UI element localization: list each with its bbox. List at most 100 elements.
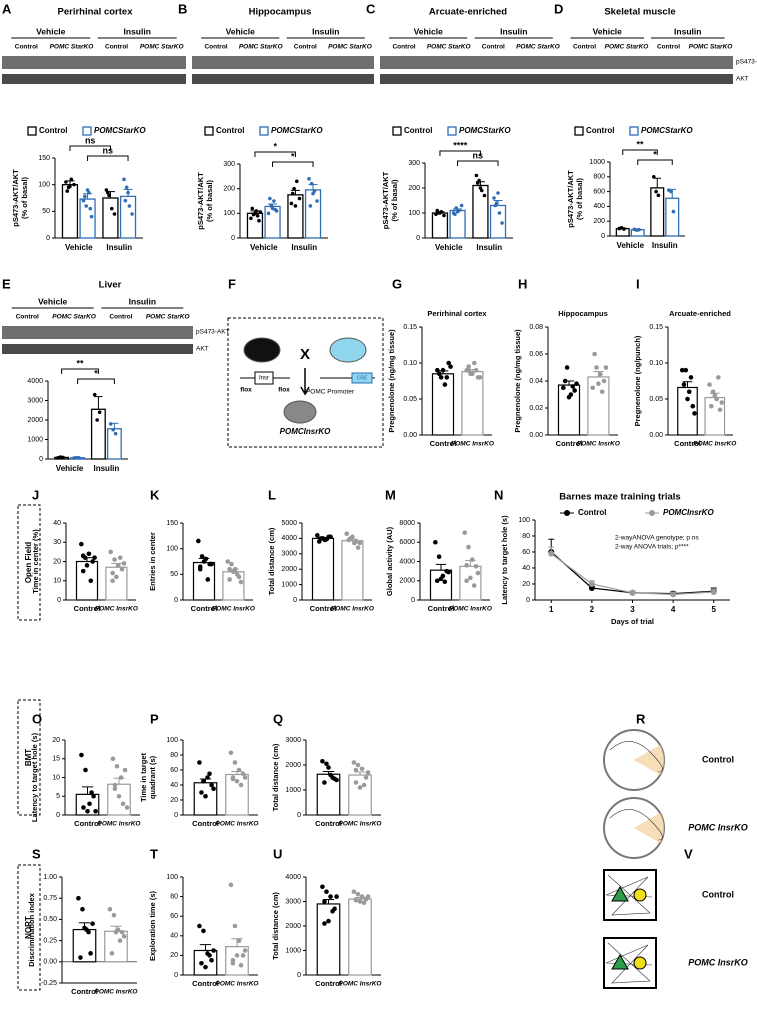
y-tick-label: 0: [46, 235, 50, 242]
blot-band: [562, 74, 733, 84]
data-point: [478, 186, 483, 190]
bar: [557, 384, 581, 436]
data-point: [328, 894, 333, 899]
y-tick-label: 400: [593, 203, 605, 210]
blot-band: [380, 74, 562, 84]
panel-letter: G: [392, 276, 402, 291]
y-axis-label: Pregnenolone (ng/punch): [633, 335, 642, 426]
data-point: [124, 805, 130, 810]
bar: [449, 209, 466, 239]
data-point: [121, 561, 127, 566]
panel-letter: D: [554, 1, 563, 16]
data-point: [272, 199, 276, 203]
x-tick-label: Vehicle: [616, 241, 644, 250]
panel-letter: M: [385, 487, 396, 502]
significance-bracket: [61, 368, 99, 374]
blot-band: [2, 74, 186, 84]
data-point: [201, 559, 207, 564]
band-label: AKT: [196, 346, 209, 353]
y-tick-label: 3000: [285, 737, 301, 744]
data-point: [622, 227, 626, 231]
x-tick-label: POMC InsrKO: [693, 441, 736, 448]
gene-box: [254, 371, 274, 385]
significance-label: *: [653, 149, 657, 159]
data-point: [714, 396, 719, 402]
data-point: [229, 561, 234, 567]
data-point: [61, 455, 65, 460]
blot-lane-label: POMC StarKO: [52, 314, 96, 321]
data-point: [468, 575, 473, 581]
blot-group-label: Vehicle: [226, 26, 256, 36]
data-point: [231, 569, 236, 575]
bar: [304, 189, 322, 239]
data-point: [85, 808, 90, 814]
data-point: [654, 189, 658, 194]
maze-label: Control: [702, 889, 734, 899]
data-point: [273, 207, 278, 212]
x-tick-label: Control: [310, 604, 337, 613]
data-point: [334, 777, 339, 783]
data-point: [234, 572, 240, 577]
panel-letter: I: [636, 276, 640, 291]
y-tick-label: 20: [170, 952, 178, 959]
data-point: [108, 549, 114, 555]
y-tick-label: 100: [408, 210, 420, 217]
data-point: [471, 360, 477, 366]
blot-lane-label: Control: [392, 44, 415, 51]
data-point: [268, 196, 272, 201]
data-point: [114, 574, 119, 580]
x-tick-label: POMC InsrKO: [98, 821, 141, 828]
data-point: [199, 554, 205, 559]
y-tick-label: 150: [38, 155, 50, 162]
data-point: [211, 948, 216, 953]
data-point: [122, 177, 126, 182]
legend-label: Control: [39, 126, 67, 135]
data-point: [112, 786, 118, 792]
x-tick-label: Control: [556, 439, 583, 448]
data-point: [679, 367, 685, 373]
y-tick-label: 60: [170, 767, 178, 774]
legend-label: Control: [586, 126, 614, 135]
data-point: [365, 894, 371, 899]
data-point: [95, 418, 99, 422]
data-point: [119, 929, 125, 935]
y-tick-label: 0.00: [43, 959, 57, 966]
x-tick-label: Control: [428, 604, 455, 613]
data-point: [89, 214, 94, 219]
data-point: [466, 364, 471, 369]
chart-title: Hippocampus: [249, 7, 312, 18]
x-tick-label: 5: [712, 605, 717, 614]
x-tick-label: POMC InsrKO: [216, 821, 259, 828]
y-tick-label: 40: [170, 782, 178, 789]
panel-letter: N: [494, 487, 503, 502]
y-tick-label: 3000: [281, 551, 297, 558]
data-point: [351, 760, 357, 765]
data-point: [469, 557, 475, 562]
y-axis-label: pS473-AKT/AKT: [566, 170, 575, 228]
data-point: [227, 566, 232, 572]
y-tick-label: 0: [231, 235, 235, 242]
track: [605, 942, 653, 984]
data-point: [444, 375, 450, 380]
y-tick-label: 100: [166, 546, 178, 553]
marker: [710, 589, 717, 595]
data-point: [442, 213, 446, 218]
cross-symbol: X: [300, 346, 310, 363]
significance-label: *: [94, 368, 98, 378]
data-point: [117, 938, 123, 943]
maze-quadrant: [634, 813, 665, 843]
data-point: [238, 782, 244, 788]
cre-label: CRE: [357, 375, 368, 381]
data-point: [596, 381, 601, 387]
legend-swatch: [574, 126, 584, 136]
significance-bracket: [254, 151, 296, 157]
blot-lane-label: POMC StarKO: [239, 44, 283, 51]
data-point: [92, 555, 97, 560]
x-tick-label: Control: [192, 819, 219, 828]
y-tick-label: 100: [223, 210, 235, 217]
y-tick-label: 0.15: [403, 324, 417, 331]
y-axis-label: Entries in center: [148, 532, 157, 591]
y-axis-label: Pregnenolone (ng/mg tissue): [387, 329, 396, 433]
y-tick-label: 60: [170, 913, 178, 920]
data-point: [255, 214, 260, 218]
